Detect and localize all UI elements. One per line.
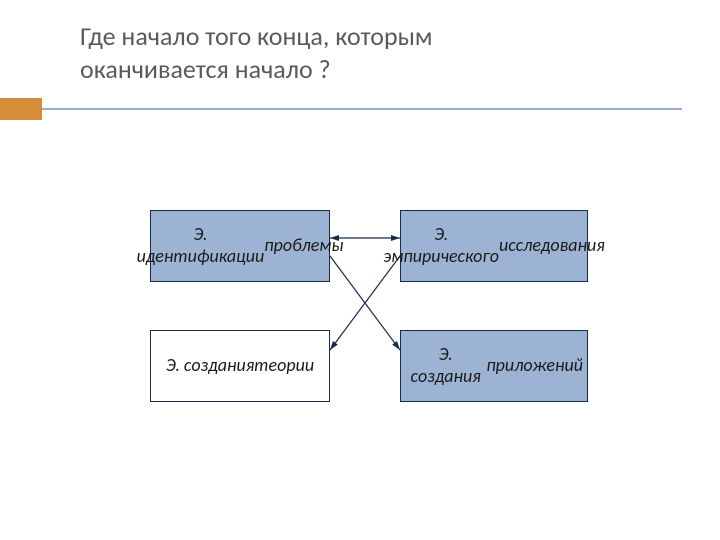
box-applications: Э. созданияприложений bbox=[400, 330, 588, 402]
box-label-line: Э. идентификации bbox=[137, 224, 265, 267]
box-label-line: приложений bbox=[486, 355, 583, 377]
title-line2: оканчивается начало ? bbox=[80, 53, 331, 85]
box-label-line: теории bbox=[254, 355, 314, 377]
accent-bar bbox=[0, 98, 42, 120]
slide-title: Где начало того конца, которым оканчивае… bbox=[80, 20, 640, 85]
box-label-line: Э. создания bbox=[405, 344, 486, 387]
box-identification: Э. идентификациипроблемы bbox=[150, 210, 330, 282]
box-label-line: Э. создания bbox=[166, 355, 254, 377]
slide: Где начало того конца, которым оканчивае… bbox=[0, 0, 720, 540]
box-label-line: Э. эмпирического bbox=[383, 224, 499, 267]
box-label-line: проблемы bbox=[264, 235, 343, 257]
box-empirical: Э. эмпирическогоисследования bbox=[400, 210, 588, 282]
title-line1: Где начало того конца, которым bbox=[80, 20, 433, 52]
horizontal-rule bbox=[42, 108, 682, 110]
box-label-line: исследования bbox=[499, 235, 605, 257]
box-theory: Э. созданиятеории bbox=[150, 330, 330, 402]
